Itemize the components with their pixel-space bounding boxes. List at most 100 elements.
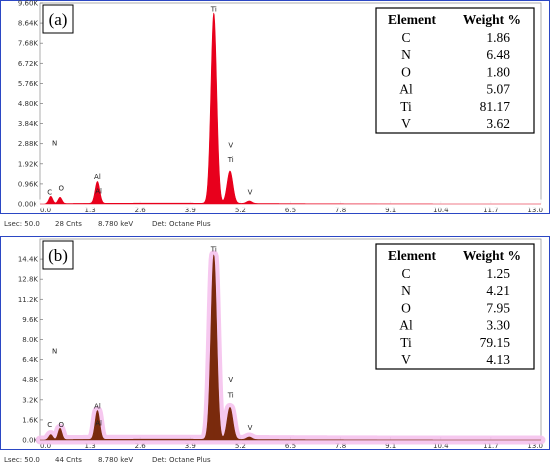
- y-tick-label: 9.6K: [22, 316, 38, 324]
- y-tick-label: 3.2K: [22, 396, 38, 404]
- table-cell-weight: 1.86: [486, 30, 510, 45]
- y-tick-label: 9.60K: [18, 0, 39, 8]
- peak-element-label: Ti: [210, 5, 217, 13]
- x-tick-label: 3.9: [185, 206, 196, 214]
- status-kev: 8.780 keV: [98, 220, 133, 228]
- x-tick-label: 5.2: [235, 206, 246, 214]
- x-tick-label: 0.0: [40, 206, 51, 214]
- table-cell-weight: 3.62: [486, 116, 510, 131]
- y-tick-label: 14.4K: [18, 256, 39, 264]
- x-tick-label: 9.1: [385, 442, 396, 450]
- y-tick-label: 1.92K: [18, 160, 39, 168]
- y-tick-label: 8.64K: [18, 20, 39, 28]
- y-tick-label: 5.76K: [18, 80, 39, 88]
- y-tick-label: 4.8K: [22, 376, 38, 384]
- x-tick-label: 11.7: [483, 442, 499, 450]
- spectrum-series: [40, 254, 541, 441]
- y-tick-label: 6.72K: [18, 60, 39, 68]
- x-tick-label: 13.0: [527, 206, 543, 214]
- composition-table: [375, 243, 535, 370]
- x-tick-label: 9.1: [385, 206, 396, 214]
- status-cnts: 28 Cnts: [55, 220, 82, 228]
- table-cell-weight: 7.95: [486, 300, 510, 315]
- table-cell-element: Al: [399, 318, 413, 333]
- table-cell-weight: 5.07: [486, 82, 510, 97]
- panel-label: (b): [48, 246, 68, 265]
- table-cell-element: Ti: [400, 99, 412, 114]
- x-tick-label: 7.8: [335, 206, 346, 214]
- table-cell-element: O: [401, 64, 411, 79]
- table-cell-element: C: [401, 30, 410, 45]
- peak-element-label: Ti: [210, 246, 217, 254]
- table-cell-weight: 81.17: [480, 99, 511, 114]
- x-tick-label: 7.8: [335, 442, 346, 450]
- x-tick-label: 6.5: [285, 206, 296, 214]
- peak-element-label: Al: [95, 188, 102, 196]
- x-tick-label: 5.2: [235, 442, 246, 450]
- y-tick-label: 7.68K: [18, 40, 39, 48]
- y-tick-label: 0.96K: [18, 180, 39, 188]
- y-tick-label: 3.84K: [18, 120, 39, 128]
- composition-table: [375, 7, 535, 134]
- table-cell-element: N: [401, 283, 411, 298]
- status-kev: 8.780 keV: [98, 456, 133, 464]
- table-cell-weight: 6.48: [486, 47, 510, 62]
- table-cell-element: V: [401, 116, 411, 131]
- peak-element-label: V: [248, 424, 253, 432]
- table-cell-weight: 1.80: [486, 64, 510, 79]
- table-header-weight: Weight %: [463, 12, 521, 27]
- peak-element-label: V: [248, 189, 253, 197]
- x-tick-label: 0.0: [40, 442, 51, 450]
- table-cell-weight: 1.25: [486, 266, 510, 281]
- x-tick-label: 10.4: [433, 206, 449, 214]
- peak-element-label: Al: [94, 403, 101, 411]
- peak-element-label: C: [47, 189, 52, 197]
- y-tick-label: 2.88K: [18, 140, 39, 148]
- x-tick-label: 11.7: [483, 206, 499, 214]
- peak-element-label: V: [228, 141, 233, 149]
- y-tick-label: 0.00K: [18, 201, 39, 209]
- table-cell-weight: 79.15: [480, 335, 511, 350]
- eds-spectrum-chart: 0.00K 0.96K 1.92K 2.88K 3.84K 4.80K 5.76K 6.72K…: [0, 0, 550, 228]
- table-header-weight: Weight %: [463, 248, 521, 263]
- x-tick-label: 3.9: [185, 442, 196, 450]
- panel-label-box: [42, 240, 74, 270]
- table-header-element: Element: [388, 12, 436, 27]
- x-tick-label: 2.6: [135, 206, 147, 214]
- x-tick-label: 6.5: [285, 442, 296, 450]
- x-tick-label: 13.0: [527, 442, 543, 450]
- peak-element-label: Al: [95, 420, 102, 428]
- table-cell-element: Ti: [400, 335, 412, 350]
- peak-element-label: V: [228, 376, 233, 384]
- table-header-element: Element: [388, 248, 436, 263]
- peak-element-label: Ti: [227, 156, 234, 164]
- x-tick-label: 1.3: [85, 442, 96, 450]
- status-cnts: 44 Cnts: [55, 456, 82, 464]
- spectrum-panel-a: 0.00K 0.96K 1.92K 2.88K 3.84K 4.80K 5.76K 6.72K…: [0, 0, 550, 235]
- table-cell-element: O: [401, 300, 411, 315]
- table-cell-weight: 3.30: [486, 318, 510, 333]
- status-lsec: Lsec: 50.0: [4, 220, 40, 228]
- status-det: Det: Octane Plus: [152, 220, 211, 228]
- peak-element-label: Al: [94, 173, 101, 181]
- table-cell-element: Al: [399, 82, 413, 97]
- y-tick-label: 4.80K: [18, 100, 39, 108]
- table-cell-weight: 4.21: [486, 283, 510, 298]
- table-cell-element: V: [401, 352, 411, 367]
- peak-element-label: N: [52, 347, 57, 355]
- y-tick-label: 6.4K: [22, 356, 38, 364]
- panel-label-box: [42, 4, 74, 34]
- x-tick-label: 10.4: [433, 442, 449, 450]
- eds-spectrum-chart: 0.0K 1.6K 3.2K 4.8K 6.4K 8.0K 9.6K 11.2K 12.8K 14…: [0, 236, 550, 464]
- peak-element-label: O: [58, 184, 64, 192]
- table-cell-element: C: [401, 266, 410, 281]
- y-tick-label: 12.8K: [18, 276, 39, 284]
- spectrum-panel-b: 0.0K 1.6K 3.2K 4.8K 6.4K 8.0K 9.6K 11.2K 12.8K 14…: [0, 236, 550, 471]
- status-lsec: Lsec: 50.0: [4, 456, 40, 464]
- x-tick-label: 1.3: [85, 206, 96, 214]
- y-tick-label: 1.6K: [22, 416, 38, 424]
- peak-element-label: Ti: [227, 391, 234, 399]
- status-det: Det: Octane Plus: [152, 456, 211, 464]
- y-tick-label: 8.0K: [22, 336, 38, 344]
- peak-element-label: O: [58, 421, 64, 429]
